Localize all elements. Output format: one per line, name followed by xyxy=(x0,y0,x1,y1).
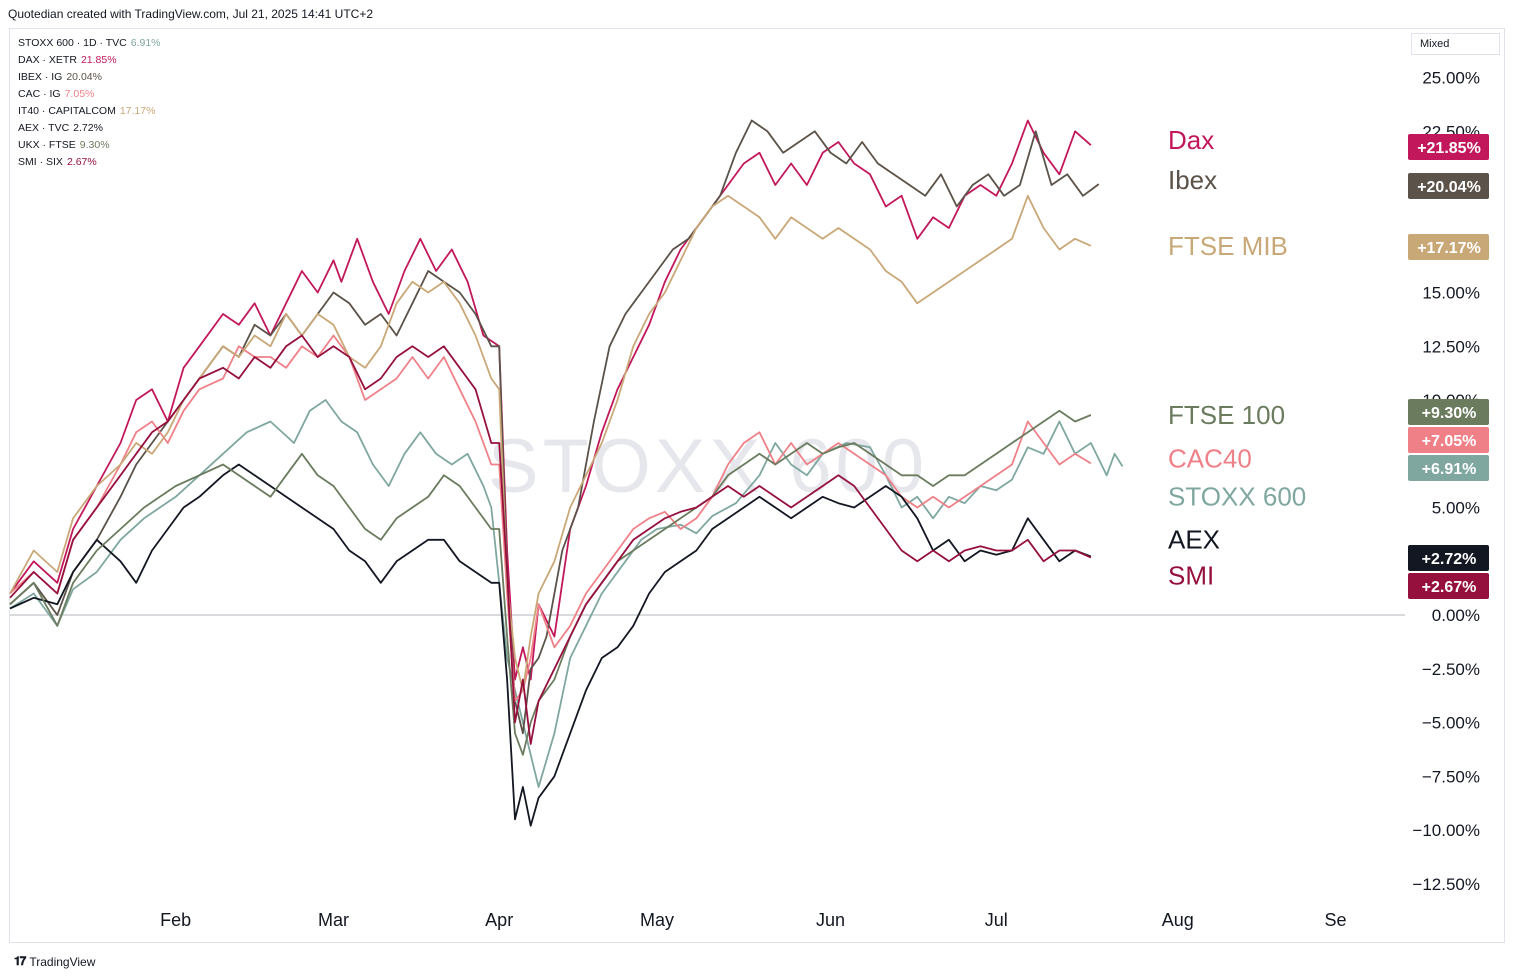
legend-value: 17.17% xyxy=(119,105,156,117)
y-tick-label: −12.50% xyxy=(1412,875,1480,894)
chart-frame xyxy=(9,28,1505,943)
value-badge xyxy=(1408,545,1489,571)
y-tick-label: 0.00% xyxy=(1432,606,1480,625)
legend-label: IBEX · IG xyxy=(18,71,63,83)
series-labels: STOXX 600 Dax Ibex CAC40 FTSE MIB AEX FTSE 100… xyxy=(1168,125,1306,590)
x-axis: Feb Mar Apr May Jun Jul Aug Se xyxy=(160,910,1346,930)
series-label-stoxx-600: STOXX 600 xyxy=(1168,481,1306,511)
y-tick-label: −10.00% xyxy=(1412,821,1480,840)
x-tick-label: Se xyxy=(1325,910,1347,930)
scale-mode-button[interactable]: Mixed xyxy=(1411,33,1500,55)
legend-label: UKX · FTSE xyxy=(18,139,76,151)
series-line-smi xyxy=(9,334,1092,745)
value-badge xyxy=(1408,427,1489,453)
legend-row[interactable]: AEX · TVC 2.72% xyxy=(18,120,161,137)
series-line-dax xyxy=(9,119,1092,681)
series-line-ukx xyxy=(9,409,1092,756)
legend-row[interactable]: IBEX · IG 20.04% xyxy=(18,69,161,86)
y-tick-label: 25.00% xyxy=(1422,69,1480,88)
value-badge xyxy=(1408,134,1489,160)
legend-row[interactable]: DAX · XETR 21.85% xyxy=(18,52,161,69)
y-tick-label: 5.00% xyxy=(1432,499,1480,518)
value-badge-text: +6.91% xyxy=(1422,461,1477,478)
legend-value: 21.85% xyxy=(80,54,117,66)
x-tick-label: May xyxy=(640,910,674,930)
value-badges: +6.91% +21.85% +20.04% +7.05% +17.17% +2.72% +… xyxy=(1408,134,1489,599)
legend-row[interactable]: IT40 · CAPITALCOM 17.17% xyxy=(18,103,161,120)
series-label-it40: FTSE MIB xyxy=(1168,231,1288,261)
y-tick-label: 12.50% xyxy=(1422,337,1480,356)
y-tick-label: −7.50% xyxy=(1422,767,1480,786)
legend-row[interactable]: CAC · IG 7.05% xyxy=(18,86,161,103)
legend-label: IT40 · CAPITALCOM xyxy=(18,105,116,117)
legend-value: 2.72% xyxy=(73,122,103,134)
value-badge xyxy=(1408,399,1489,425)
series-lines xyxy=(9,119,1124,827)
legend-value: 7.05% xyxy=(64,88,95,100)
legend-value: 20.04% xyxy=(66,71,102,83)
legend-label: AEX · TVC xyxy=(18,122,70,134)
chart-header: Quotedian created with TradingView.com, … xyxy=(8,7,373,21)
value-badge-text: +2.72% xyxy=(1422,551,1477,568)
series-label-ukx: FTSE 100 xyxy=(1168,400,1285,430)
value-badge-text: +2.67% xyxy=(1422,579,1477,596)
y-tick-label: −2.50% xyxy=(1422,660,1480,679)
legend-value: 9.30% xyxy=(79,139,110,151)
value-badge xyxy=(1408,234,1489,260)
value-badge xyxy=(1408,173,1489,199)
series-line-it40 xyxy=(9,194,1092,692)
value-badge-text: +7.05% xyxy=(1422,433,1477,450)
legend-row[interactable]: SMI · SIX 2.67% xyxy=(18,154,161,171)
series-label-dax: Dax xyxy=(1168,125,1214,155)
x-tick-label: Jun xyxy=(816,910,845,930)
value-badge-text: +17.17% xyxy=(1417,240,1481,257)
series-line-aex xyxy=(9,463,1092,827)
series-line-stoxx-600 xyxy=(9,399,1124,788)
series-label-cac: CAC40 xyxy=(1168,443,1252,473)
value-badge xyxy=(1408,573,1489,599)
tradingview-logo-icon: 𝟏𝟕 xyxy=(14,954,26,968)
legend-label: DAX · XETR xyxy=(18,54,77,66)
value-badge xyxy=(1408,455,1489,481)
x-tick-label: Aug xyxy=(1162,910,1194,930)
x-tick-label: Apr xyxy=(485,910,513,930)
legend-label: SMI · SIX xyxy=(18,156,63,168)
y-tick-label: −5.00% xyxy=(1422,714,1480,733)
x-tick-label: Mar xyxy=(318,910,349,930)
series-label-ibex: Ibex xyxy=(1168,165,1217,195)
x-tick-label: Feb xyxy=(160,910,191,930)
value-badge-text: +21.85% xyxy=(1417,140,1481,157)
legend: STOXX 600 · 1D · TVC 6.91% DAX · XETR 21.85… xyxy=(18,35,161,171)
symbol-watermark: STOXX 600 xyxy=(488,424,928,509)
series-label-aex: AEX xyxy=(1168,525,1220,555)
legend-label: CAC · IG xyxy=(18,88,61,100)
series-line-cac xyxy=(9,334,1092,702)
footer-text: TradingView xyxy=(29,954,96,969)
legend-value: 6.91% xyxy=(130,37,161,49)
value-badge-text: +20.04% xyxy=(1417,179,1481,196)
footer-brand: 𝟏𝟕 TradingView xyxy=(14,954,95,969)
legend-value: 2.67% xyxy=(66,156,97,168)
legend-row[interactable]: STOXX 600 · 1D · TVC 6.91% xyxy=(18,35,161,52)
legend-label: STOXX 600 · 1D · TVC xyxy=(18,37,127,49)
value-badge-text: +9.30% xyxy=(1422,405,1477,422)
y-tick-label: 15.00% xyxy=(1422,284,1480,303)
legend-row[interactable]: UKX · FTSE 9.30% xyxy=(18,137,161,154)
x-tick-label: Jul xyxy=(985,910,1008,930)
series-label-smi: SMI xyxy=(1168,561,1214,591)
